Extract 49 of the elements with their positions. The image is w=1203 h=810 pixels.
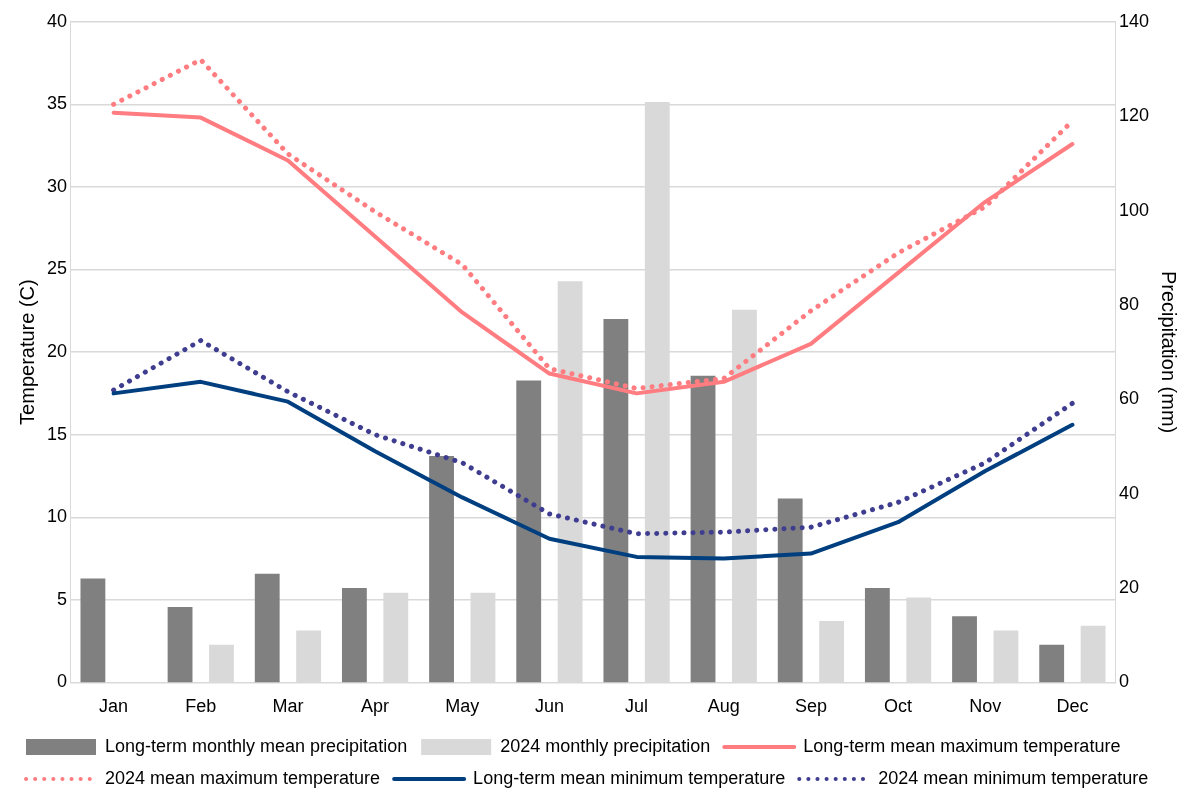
y2-tick-label: 60 [1118,388,1139,409]
legend-label: Long-term mean maximum temperature [803,735,1121,756]
bar [690,375,716,683]
y-tick-label: 10 [46,506,68,527]
bar [254,573,280,683]
x-tick-label: Jun [534,696,564,717]
y-tick-label: 40 [46,10,68,31]
bar [80,578,106,683]
y2-tick-label: 140 [1118,10,1150,31]
y2-tick-label: 80 [1118,293,1139,314]
x-tick-label: Nov [969,696,1002,717]
x-tick-label: Aug [707,696,740,717]
y2-tick-label: 120 [1118,105,1150,126]
y2-tick-label: 40 [1118,482,1139,503]
y2-tick-label: 100 [1118,199,1150,220]
bar [167,606,193,683]
bar [864,588,890,683]
x-tick-label: Jul [625,696,649,717]
y2-axis-title: Precipitation (mm) [1158,270,1181,434]
x-tick-label: Oct [884,696,913,717]
x-tick-label: Apr [361,696,390,717]
x-tick-label: Sep [794,696,827,717]
legend-label: Long-term monthly mean precipitation [105,735,408,756]
x-tick-label: Mar [272,696,304,717]
legend-label: 2024 monthly precipitation [500,735,711,756]
y-axis-title: Temperature (C) [15,279,38,425]
y2-tick-label: 0 [1118,671,1129,692]
y-tick-label: 35 [46,93,68,114]
y-tick-label: 15 [46,423,68,444]
y-tick-label: 30 [46,175,68,196]
legend-label: 2024 mean maximum temperature [105,767,381,788]
bar [603,319,629,683]
x-tick-label: May [445,696,480,717]
bar [341,588,367,683]
x-tick-label: Feb [185,696,217,717]
y-tick-label: 20 [46,341,68,362]
x-tick-label: Dec [1056,696,1089,717]
x-tick-label: Jan [99,696,129,717]
bar [1039,644,1065,683]
legend-label: 2024 mean minimum temperature [878,767,1149,788]
bar [952,616,977,683]
bar [429,455,454,683]
y2-tick-label: 20 [1118,577,1139,597]
bar [516,380,542,683]
y-tick-label: 25 [46,258,68,279]
legend-label: Long-term mean minimum temperature [473,767,786,788]
y-tick-label: 5 [57,588,68,609]
bar [777,498,803,683]
y-tick-label: 0 [57,671,68,692]
